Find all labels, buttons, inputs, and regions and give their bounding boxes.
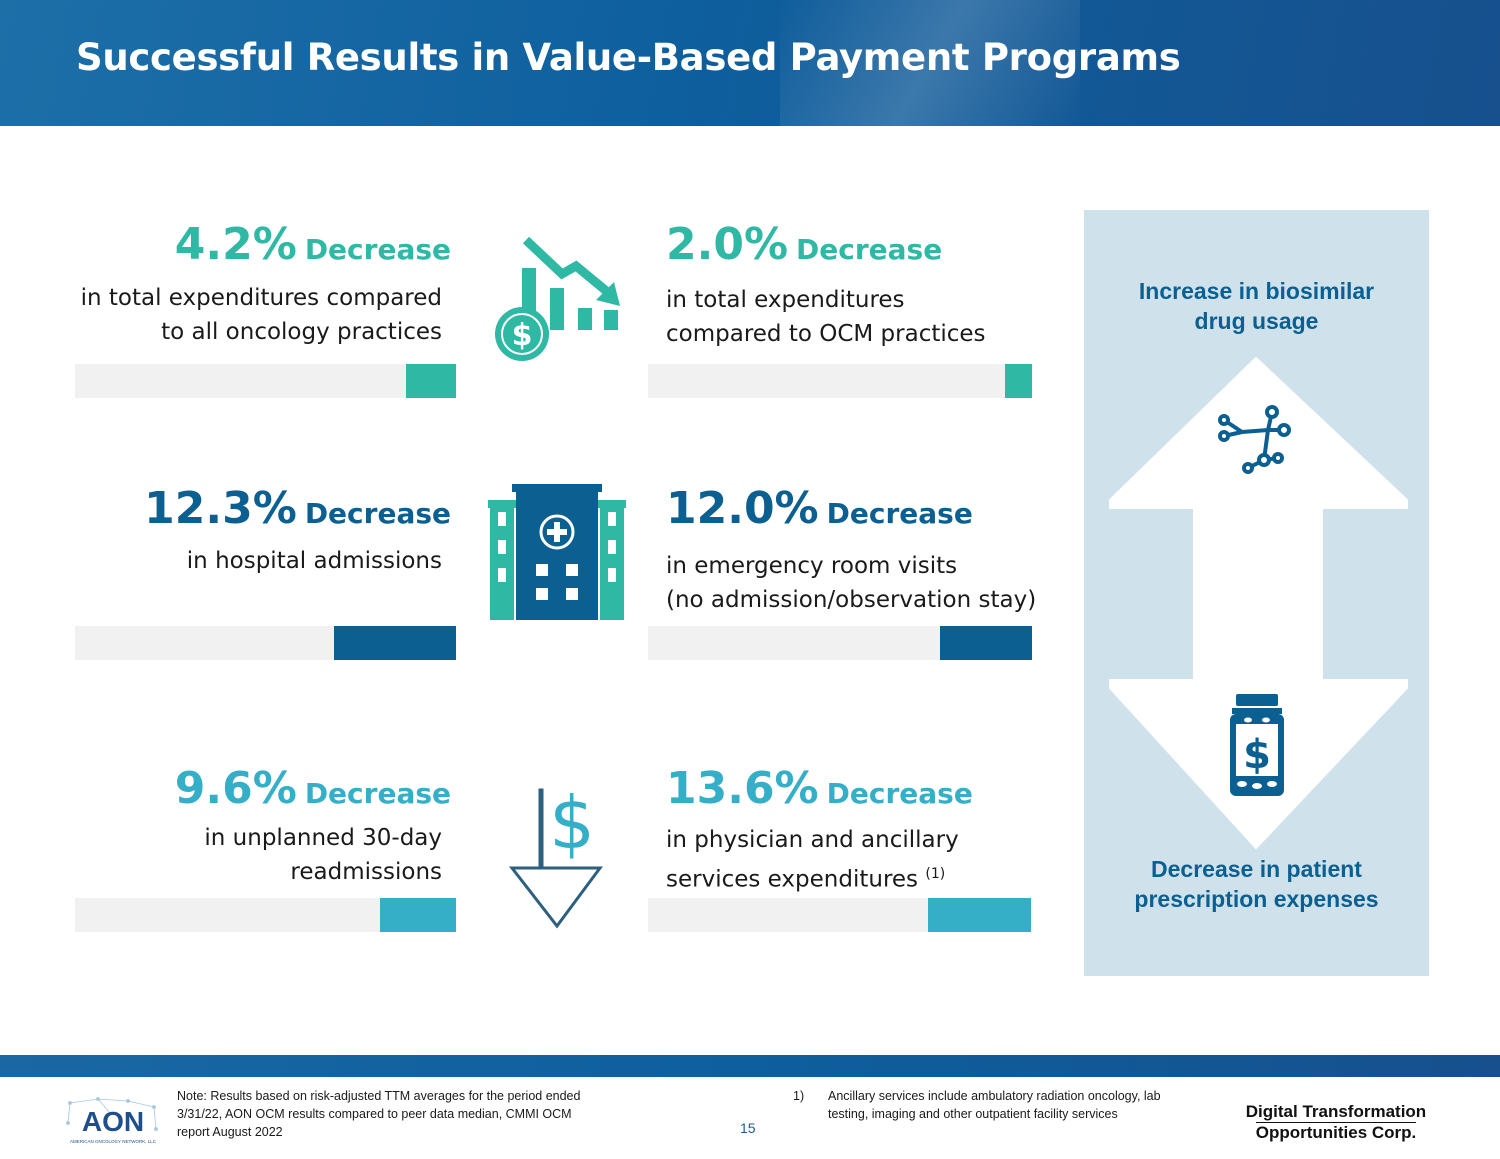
metric-description: in unplanned 30-day readmissions xyxy=(22,821,442,889)
panel-text-line: prescription expenses xyxy=(1134,886,1379,912)
metric-description: in total expenditures compared to all on… xyxy=(22,281,442,349)
progress-bar-fill xyxy=(939,626,1032,660)
footnote-line: Ancillary services include ambulatory ra… xyxy=(828,1089,1161,1103)
svg-text:$: $ xyxy=(512,318,533,353)
progress-bar-fill xyxy=(1005,364,1032,398)
page-number: 15 xyxy=(740,1120,756,1136)
metric-heading: 12.0% Decrease xyxy=(666,483,973,534)
aon-logo: AON AMERICAN ONCOLOGY NETWORK, LLC xyxy=(66,1097,158,1144)
biosimilar-panel: Increase in biosimilar drug usage xyxy=(1084,210,1429,976)
company-logo: Digital Transformation Opportunities Cor… xyxy=(1230,1102,1442,1143)
metric-description: in hospital admissions xyxy=(22,544,442,578)
metric-description: in total expenditures compared to OCM pr… xyxy=(666,283,1086,351)
panel-top-text: Increase in biosimilar drug usage xyxy=(1084,276,1429,336)
metric-percent: 4.2% xyxy=(174,219,297,270)
metric-word: Decrease xyxy=(826,777,973,810)
metric-heading: 9.6% Decrease xyxy=(175,763,451,814)
metric-description-line: in total expenditures xyxy=(666,287,905,313)
metric-description-line: readmissions xyxy=(290,859,442,885)
progress-bar xyxy=(648,364,1032,398)
hospital-icon xyxy=(488,484,626,620)
panel-text-line: Decrease in patient xyxy=(1151,856,1362,882)
metric-word: Decrease xyxy=(304,777,451,810)
footer-band xyxy=(0,1055,1500,1077)
metric-word: Decrease xyxy=(304,497,451,530)
header-banner: Successful Results in Value-Based Paymen… xyxy=(0,0,1500,126)
note-line: report August 2022 xyxy=(177,1125,283,1139)
panel-text-line: Increase in biosimilar xyxy=(1138,278,1375,304)
metric-percent: 9.6% xyxy=(174,763,297,814)
company-line: Opportunities Corp. xyxy=(1255,1122,1417,1142)
metric-description: in physician and ancillary services expe… xyxy=(666,823,1086,897)
metric-heading: 13.6% Decrease xyxy=(666,763,973,814)
metric-description-line: in unplanned 30-day xyxy=(204,825,442,851)
metric-word: Decrease xyxy=(304,233,451,266)
footnote-line: testing, imaging and other outpatient fa… xyxy=(828,1107,1118,1121)
progress-bar-fill xyxy=(379,898,456,932)
metric-description-line: services expenditures (1) xyxy=(666,866,946,893)
panel-bottom-text: Decrease in patient prescription expense… xyxy=(1084,854,1429,914)
svg-text:$: $ xyxy=(1243,732,1271,778)
metric-description-line: compared to OCM practices xyxy=(666,321,986,347)
progress-bar-fill xyxy=(334,626,456,660)
metric-word: Decrease xyxy=(796,233,943,266)
metric-description-line: in total expenditures compared xyxy=(80,285,442,311)
metric-percent: 13.6% xyxy=(666,763,819,814)
progress-bar-fill xyxy=(927,898,1031,932)
metric-description-line: in emergency room visits xyxy=(666,553,958,579)
metric-percent: 12.3% xyxy=(144,483,297,534)
metric-description-line: in hospital admissions xyxy=(186,548,442,574)
metric-percent: 12.0% xyxy=(666,483,819,534)
metric-heading: 12.3% Decrease xyxy=(144,483,451,534)
logo-subtext: AMERICAN ONCOLOGY NETWORK, LLC xyxy=(70,1139,157,1144)
double-arrow-graphic xyxy=(1109,357,1408,849)
declining-cost-chart-icon: $ xyxy=(495,236,620,361)
footer-note: Note: Results based on risk-adjusted TTM… xyxy=(177,1087,647,1141)
progress-bar xyxy=(648,626,1032,660)
progress-bar xyxy=(648,898,1031,932)
metric-heading: 2.0% Decrease xyxy=(666,219,942,270)
metric-description-line: to all oncology practices xyxy=(161,319,442,345)
progress-bar xyxy=(75,626,456,660)
page-title: Successful Results in Value-Based Paymen… xyxy=(76,36,1181,79)
note-line: 3/31/22, AON OCM results compared to pee… xyxy=(177,1107,572,1121)
header-texture xyxy=(780,0,1080,126)
metric-description: in emergency room visits (no admission/o… xyxy=(666,549,1086,617)
metric-percent: 2.0% xyxy=(666,219,789,270)
molecule-icon xyxy=(1218,405,1291,474)
metric-word: Decrease xyxy=(826,497,973,530)
dollar-down-arrow-icon: $ xyxy=(508,781,603,929)
progress-bar xyxy=(75,364,456,398)
progress-bar-fill xyxy=(406,364,456,398)
note-line: Note: Results based on risk-adjusted TTM… xyxy=(177,1089,581,1103)
pill-bottle-dollar-icon: $ xyxy=(1230,694,1284,796)
metric-description-line: (no admission/observation stay) xyxy=(666,587,1037,613)
progress-bar xyxy=(75,898,456,932)
footnote-reference: (1) xyxy=(925,866,946,882)
metric-description-line: in physician and ancillary xyxy=(666,827,959,853)
panel-text-line: drug usage xyxy=(1194,308,1319,334)
logo-text: AON xyxy=(82,1106,144,1137)
company-line: Digital Transformation xyxy=(1245,1102,1427,1121)
footnote-text: Ancillary services include ambulatory ra… xyxy=(828,1087,1228,1123)
svg-text:$: $ xyxy=(549,781,595,865)
metric-heading: 4.2% Decrease xyxy=(175,219,451,270)
footnote-number: 1) xyxy=(793,1089,805,1103)
